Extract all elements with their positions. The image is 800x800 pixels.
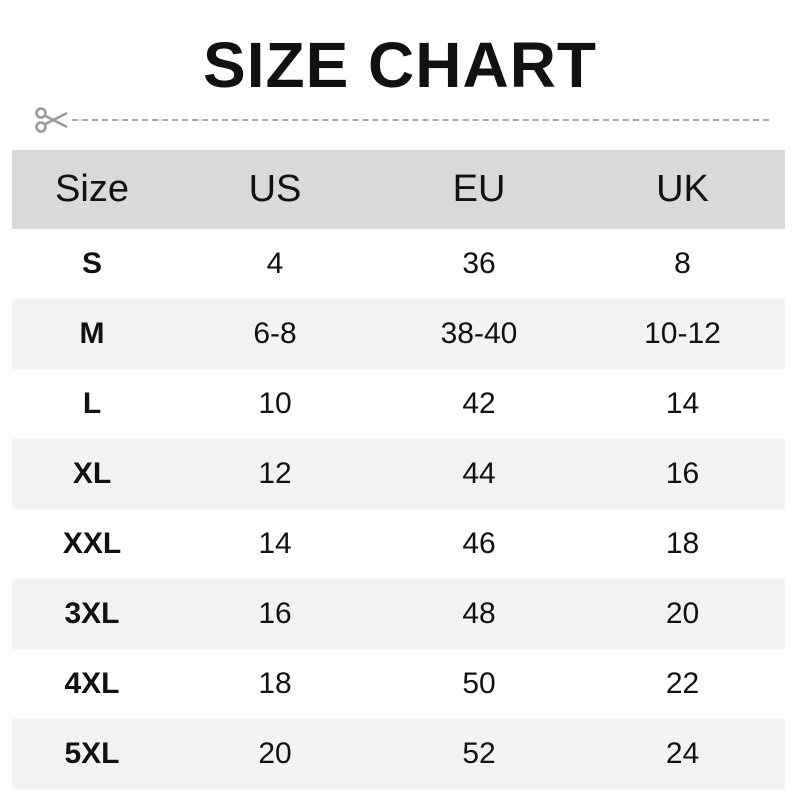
header-size: Size xyxy=(55,168,129,210)
cell-eu: 50 xyxy=(462,667,496,700)
cell-uk: 24 xyxy=(665,737,700,770)
table-row: XXL 14 46 18 xyxy=(12,509,785,579)
cell-us: 10 xyxy=(258,387,292,420)
table-row: 4XL 18 50 22 xyxy=(12,649,785,719)
cell-eu: 36 xyxy=(462,247,496,280)
table-row: 5XL 20 52 24 xyxy=(12,719,785,789)
table-row: XL 12 44 16 xyxy=(12,439,785,509)
cell-size: M xyxy=(79,317,105,350)
cell-us: 6-8 xyxy=(253,317,297,350)
cell-size: S xyxy=(81,247,102,280)
cell-us: 12 xyxy=(258,457,292,490)
header-us: US xyxy=(248,168,302,210)
cell-eu: 52 xyxy=(462,737,496,770)
cell-size: XXL xyxy=(62,527,122,560)
cell-size: XL xyxy=(72,457,112,490)
table-row: M 6-8 38-40 10-12 xyxy=(12,299,785,369)
header-uk: UK xyxy=(656,168,709,210)
cell-uk: 14 xyxy=(665,387,700,420)
cell-eu: 42 xyxy=(462,387,496,420)
dashed-line xyxy=(72,119,769,121)
table-header: Size US EU UK xyxy=(12,150,785,229)
size-table: Size US EU UK S 4 36 8 M 6-8 38-40 10-12 L 10 42 14… xyxy=(12,150,785,789)
table-row: S 4 36 8 xyxy=(12,229,785,299)
cell-eu: 44 xyxy=(462,457,496,490)
cell-uk: 8 xyxy=(674,247,691,280)
cell-us: 18 xyxy=(258,667,292,700)
table-row: L 10 42 14 xyxy=(12,369,785,439)
cell-uk: 22 xyxy=(665,667,700,700)
cell-eu: 48 xyxy=(462,597,496,630)
cell-uk: 18 xyxy=(665,527,700,560)
cell-size: 3XL xyxy=(64,597,120,630)
cell-us: 20 xyxy=(258,737,292,770)
cell-us: 16 xyxy=(258,597,292,630)
header-eu: EU xyxy=(452,168,506,210)
page-title: SIZE CHART xyxy=(203,29,597,101)
cell-size: L xyxy=(82,387,102,420)
cell-uk: 10-12 xyxy=(644,317,721,350)
cell-eu: 46 xyxy=(462,527,496,560)
cell-us: 14 xyxy=(258,527,292,560)
cell-us: 4 xyxy=(266,247,284,280)
cell-size: 4XL xyxy=(64,667,120,700)
cell-uk: 20 xyxy=(665,597,700,630)
cell-uk: 16 xyxy=(665,457,700,490)
scissors-icon xyxy=(35,107,68,133)
cell-size: 5XL xyxy=(64,737,120,770)
cell-eu: 38-40 xyxy=(440,317,518,350)
table-row: 3XL 16 48 20 xyxy=(12,579,785,649)
cut-line xyxy=(34,106,769,134)
